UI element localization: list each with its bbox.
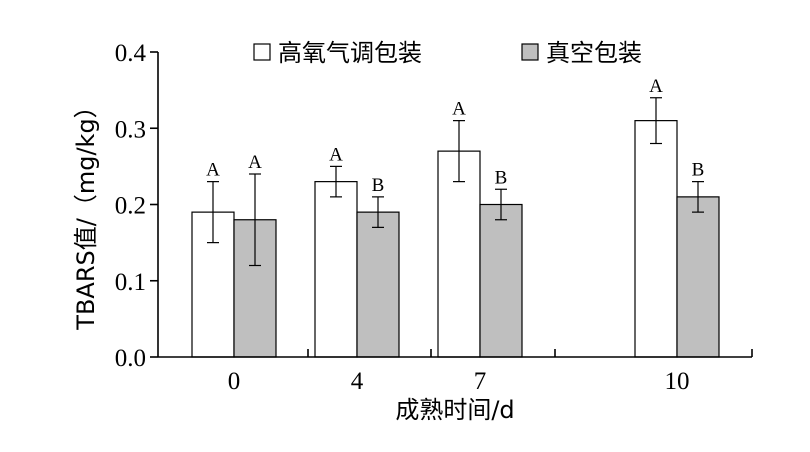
bar-series-2 [676, 196, 720, 358]
significance-label: A [248, 152, 262, 173]
bar-series-1 [314, 181, 358, 358]
y-tick-label: 0.4 [115, 40, 147, 67]
significance-label: B [692, 160, 705, 181]
significance-label: A [649, 76, 663, 97]
y-tick-label: 0.3 [115, 116, 146, 143]
bar-series-2 [356, 211, 400, 358]
y-tick-label: 0.0 [115, 345, 146, 372]
x-tick-label: 0 [228, 368, 241, 395]
bar-series-1 [634, 120, 678, 358]
legend-swatch [521, 43, 539, 61]
legend-label: 真空包装 [546, 39, 642, 67]
x-tick-label: 7 [474, 368, 487, 395]
bars-layer: A A A A A B B B [191, 76, 720, 358]
y-tick-label: 0.1 [115, 269, 146, 296]
legend: 高氧气调包装 真空包装 [253, 39, 642, 67]
bar-series-2 [479, 203, 523, 358]
x-axis-title: 成熟时间/d [395, 396, 514, 424]
significance-label: B [372, 175, 385, 196]
x-tick-label: 10 [665, 368, 690, 395]
ticks-layer: 0.0 0.1 0.2 0.3 0.4 0 4 7 10 [115, 40, 753, 395]
significance-label: A [329, 144, 343, 165]
y-axis-title: TBARS值/（mg/kg） [72, 94, 100, 330]
y-tick-label: 0.2 [115, 193, 146, 220]
significance-label: A [452, 99, 466, 120]
x-tick-label: 4 [351, 368, 364, 395]
significance-label: A [206, 160, 220, 181]
significance-label: B [495, 167, 508, 188]
legend-label: 高氧气调包装 [278, 39, 422, 67]
legend-swatch [253, 43, 271, 61]
